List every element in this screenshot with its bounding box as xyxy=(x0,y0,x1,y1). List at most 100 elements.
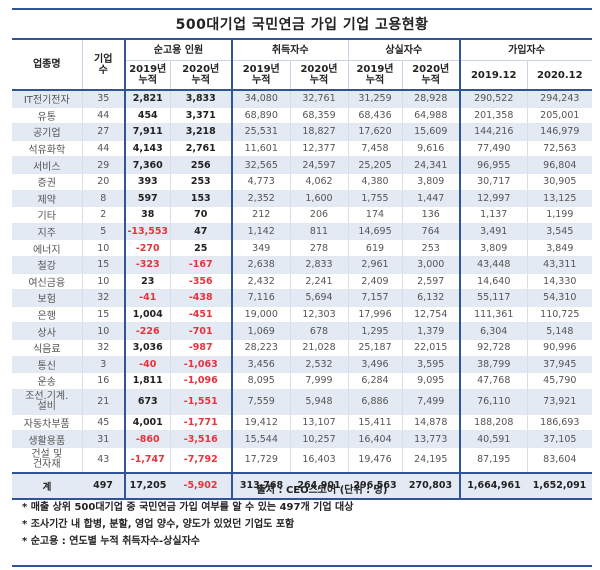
header-year-label: 2019년 xyxy=(242,64,280,75)
industry-name-line1: 건설 및 xyxy=(31,448,63,460)
acq-2020-cell: 2,241 xyxy=(290,273,349,291)
sub-2020-cell: 45,790 xyxy=(527,372,593,390)
header-industry: 업종명 xyxy=(12,39,83,91)
acq-2019-cell: 2,432 xyxy=(231,273,291,291)
company-count-cell: 2 xyxy=(82,206,126,224)
lost-2020-cell: 136 xyxy=(402,206,461,224)
acq-2019-cell: 68,890 xyxy=(231,107,291,125)
net-2020-cell: -987 xyxy=(170,339,233,357)
acq-2020-cell: 206 xyxy=(290,206,349,224)
table-row: 통신 3 -40 -1,063 3,456 2,532 3,496 3,595 38,799 37… xyxy=(12,356,593,374)
industry-name: IT전기전자 xyxy=(12,90,83,108)
sub-2020-cell: 1,199 xyxy=(527,206,593,224)
company-count-cell: 15 xyxy=(82,256,126,274)
net-2020-cell: -451 xyxy=(170,306,233,324)
net-2020-cell: -1,063 xyxy=(170,356,233,374)
sub-2020-cell: 5,148 xyxy=(527,322,593,340)
sub-2020-cell: 3,545 xyxy=(527,223,593,241)
company-count-cell: 10 xyxy=(82,322,126,340)
acq-2019-cell: 1,069 xyxy=(231,322,291,340)
header-net-2019: 2019년 누적 xyxy=(124,60,171,91)
industry-name-line2: 설비 xyxy=(37,400,56,412)
acq-2020-cell: 7,999 xyxy=(290,372,349,390)
sub-2019-cell: 96,955 xyxy=(459,156,528,174)
net-2019-cell: -226 xyxy=(124,322,171,340)
acq-2019-cell: 3,456 xyxy=(231,356,291,374)
lost-2019-cell: 15,411 xyxy=(348,414,403,432)
industry-name: 생활용품 xyxy=(12,430,83,448)
acq-2019-cell: 212 xyxy=(231,206,291,224)
sub-2020-cell: 72,563 xyxy=(527,140,593,158)
net-2020-cell: -438 xyxy=(170,289,233,307)
sub-2020-cell: 205,001 xyxy=(527,107,593,125)
acq-2020-cell: 68,359 xyxy=(290,107,349,125)
employment-table-container: 500대기업 국민연금 가입 기업 고용현황 업종명 기업 수 순고용 인원 취… xyxy=(12,8,593,500)
acq-2020-cell: 278 xyxy=(290,239,349,257)
sub-2020-cell: 294,243 xyxy=(527,90,593,108)
company-count-cell: 32 xyxy=(82,339,126,357)
acq-2020-cell: 16,403 xyxy=(290,447,349,474)
header-company-count: 기업 수 xyxy=(82,39,126,91)
company-count-cell: 20 xyxy=(82,173,126,191)
acq-2020-cell: 5,948 xyxy=(290,389,349,415)
net-2020-cell: 47 xyxy=(170,223,233,241)
total-row: 계 497 17,205 -5,902 313,768 264,901 296,… xyxy=(12,471,593,500)
net-2019-cell: 597 xyxy=(124,190,171,208)
net-2020-cell: 3,833 xyxy=(170,90,233,108)
net-2020-cell: 253 xyxy=(170,173,233,191)
header-row-1: 업종명 기업 수 순고용 인원 취득자수 상실자수 가입자수 xyxy=(12,39,593,91)
lost-2019-cell: 619 xyxy=(348,239,403,257)
industry-name: 철강 xyxy=(12,256,83,274)
header-lost: 상실자수 xyxy=(348,39,461,61)
acq-2019-cell: 34,080 xyxy=(231,90,291,108)
lost-2020-cell: 14,878 xyxy=(402,414,461,432)
table-row: 에너지 10 -270 25 349 278 619 253 3,809 3,849 xyxy=(12,239,593,257)
sub-2020-cell: 73,921 xyxy=(527,389,593,415)
acq-2019-cell: 8,095 xyxy=(231,372,291,390)
industry-name: 상사 xyxy=(12,322,83,340)
lost-2020-cell: 13,773 xyxy=(402,430,461,448)
lost-2019-cell: 16,404 xyxy=(348,430,403,448)
industry-name: 공기업 xyxy=(12,123,83,141)
net-2020-cell: 3,371 xyxy=(170,107,233,125)
net-2020-cell: -167 xyxy=(170,256,233,274)
company-count-cell: 10 xyxy=(82,273,126,291)
lost-2019-cell: 6,284 xyxy=(348,372,403,390)
acq-2019-cell: 1,142 xyxy=(231,223,291,241)
sub-2019-cell: 201,358 xyxy=(459,107,528,125)
table-row: 지주 5 -13,553 47 1,142 811 14,695 764 3,491 3,545 xyxy=(12,223,593,241)
table-row: IT전기전자 35 2,821 3,833 34,080 32,761 31,259 28,9… xyxy=(12,90,593,108)
lost-2020-cell: 253 xyxy=(402,239,461,257)
sub-2020-cell: 90,996 xyxy=(527,339,593,357)
acq-2019-cell: 17,729 xyxy=(231,447,291,474)
table-row: 건설 및 건자재 43 -1,747 -7,792 17,729 16,403 19,476 2… xyxy=(12,447,593,474)
table-row: 공기업 27 7,911 3,218 25,531 18,827 17,620 15,609 1… xyxy=(12,123,593,141)
lost-2019-cell: 7,157 xyxy=(348,289,403,307)
table-row: 상사 10 -226 -701 1,069 678 1,295 1,379 6,304 5,148 xyxy=(12,322,593,340)
company-count-cell: 32 xyxy=(82,289,126,307)
table-row: 은행 15 1,004 -451 19,000 12,303 17,996 12,754 111… xyxy=(12,306,593,324)
acq-2019-cell: 11,601 xyxy=(231,140,291,158)
header-year-label: 2020년 xyxy=(412,64,450,75)
company-count-cell: 45 xyxy=(82,414,126,432)
header-acquired: 취득자수 xyxy=(231,39,349,61)
lost-2020-cell: 3,809 xyxy=(402,173,461,191)
net-2019-cell: 673 xyxy=(124,389,171,415)
industry-name: 건설 및 건자재 xyxy=(12,447,83,474)
table-row: 여신금융 10 23 -356 2,432 2,241 2,409 2,597 14,640 14… xyxy=(12,273,593,291)
acq-2019-cell: 2,638 xyxy=(231,256,291,274)
company-count-cell: 10 xyxy=(82,239,126,257)
sub-2020-cell: 43,311 xyxy=(527,256,593,274)
net-2020-cell: -356 xyxy=(170,273,233,291)
company-count-cell: 3 xyxy=(82,356,126,374)
lost-2019-cell: 17,996 xyxy=(348,306,403,324)
net-2020-cell: 3,218 xyxy=(170,123,233,141)
sub-2019-cell: 3,491 xyxy=(459,223,528,241)
net-2019-cell: 4,001 xyxy=(124,414,171,432)
lost-2020-cell: 9,616 xyxy=(402,140,461,158)
sub-2020-cell: 83,604 xyxy=(527,447,593,474)
net-2019-cell: -41 xyxy=(124,289,171,307)
acq-2020-cell: 10,257 xyxy=(290,430,349,448)
sub-2019-cell: 290,522 xyxy=(459,90,528,108)
header-net-2020: 2020년 누적 xyxy=(170,60,233,91)
